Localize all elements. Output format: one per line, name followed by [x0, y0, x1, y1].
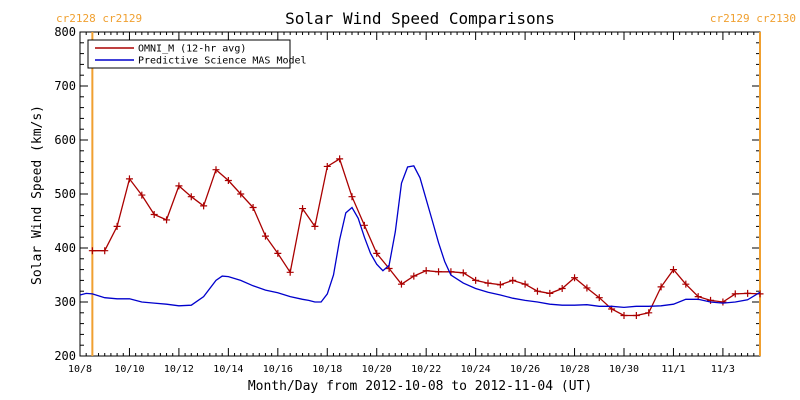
- y-axis-label: Solar Wind Speed (km/s): [30, 105, 45, 285]
- omni-data-point: [336, 155, 344, 163]
- legend-omni-label: OMNI_M (12-hr avg): [138, 44, 246, 55]
- legend: OMNI_M (12-hr avg)Predictive Science MAS…: [87, 39, 307, 69]
- omni-data-point: [249, 204, 257, 211]
- omni-data-point: [410, 272, 418, 280]
- omni-data-point: [385, 265, 393, 273]
- omni-data-point: [521, 280, 529, 288]
- y-tick-label: 200: [54, 349, 76, 363]
- omni-data-point: [323, 162, 331, 170]
- omni-data-point: [472, 276, 480, 284]
- omni-data-point: [744, 289, 752, 297]
- omni-data-point: [360, 221, 368, 229]
- omni-data-point: [397, 280, 405, 288]
- omni-data-point: [731, 290, 739, 298]
- x-tick-label: 10/16: [263, 364, 293, 375]
- x-tick-label: 10/18: [312, 364, 342, 375]
- x-tick-label: 11/1: [661, 364, 685, 375]
- x-tick-label: 10/14: [213, 364, 243, 375]
- y-tick-label: 600: [54, 133, 76, 147]
- omni-data-point: [682, 280, 690, 288]
- omni-data-point: [237, 190, 245, 198]
- omni-data-point: [113, 222, 121, 230]
- omni-data-point: [88, 247, 96, 255]
- y-tick-label: 500: [54, 187, 76, 201]
- omni-data-point: [299, 205, 307, 213]
- x-tick-label: 10/30: [609, 364, 639, 375]
- omni-data-point: [150, 211, 158, 219]
- omni-data-point: [125, 175, 133, 183]
- chart-title: Solar Wind Speed Comparisons: [285, 9, 555, 28]
- omni-data-point: [373, 249, 381, 257]
- plot-frame: [79, 31, 761, 357]
- omni-data-point: [719, 298, 727, 306]
- x-tick-label: 10/20: [362, 364, 392, 375]
- y-tick-label: 400: [54, 241, 76, 255]
- y-tick-label: 700: [54, 79, 76, 93]
- legend-box: [87, 39, 291, 69]
- omni-data-point: [200, 202, 208, 210]
- x-tick-label: 10/12: [164, 364, 194, 375]
- omni-data-point: [583, 284, 591, 292]
- omni-data-point: [138, 191, 146, 199]
- omni-data-point: [645, 309, 653, 317]
- omni-data-point: [546, 289, 554, 297]
- omni-data-point: [657, 283, 665, 291]
- mas-model-series-line: [79, 165, 761, 309]
- x-tick-label: 10/10: [114, 364, 144, 375]
- omni-data-point: [286, 268, 294, 276]
- omni-data-point: [509, 276, 517, 284]
- y-tick-label: 800: [54, 25, 76, 39]
- omni-data-point: [496, 281, 504, 289]
- omni-data-point: [187, 193, 195, 201]
- omni-data-point: [261, 232, 269, 240]
- omni-data-point: [707, 296, 715, 304]
- omni-data-point: [571, 274, 579, 282]
- y-tick-label: 300: [54, 295, 76, 309]
- carrington-marker-label: cr2128 cr2129: [56, 12, 142, 25]
- omni-data-point: [422, 267, 430, 275]
- omni-series-line: [92, 157, 761, 317]
- omni-data-point: [558, 285, 566, 292]
- omni-data-point: [163, 216, 171, 224]
- omni-data-point: [484, 279, 492, 287]
- omni-data-point: [632, 312, 640, 319]
- x-tick-label: 10/26: [510, 364, 540, 375]
- omni-data-point: [175, 182, 183, 190]
- x-tick-label: 10/8: [68, 364, 92, 375]
- x-tick-label: 10/24: [461, 364, 491, 375]
- x-axis-label: Month/Day from 2012-10-08 to 2012-11-04 …: [248, 379, 592, 394]
- axes: 200 300 400 500 600 700 800 10/8 10/10 10/12 10/14…: [54, 12, 796, 375]
- omni-data-point: [533, 287, 541, 295]
- omni-data-point: [212, 166, 220, 174]
- legend-mas-label: Predictive Science MAS Model: [138, 56, 307, 67]
- x-tick-label: 10/28: [559, 364, 589, 375]
- omni-data-point: [595, 294, 603, 302]
- x-tick-label: 11/3: [711, 364, 735, 375]
- omni-data-point: [274, 249, 282, 257]
- x-tick-label: 10/22: [411, 364, 441, 375]
- omni-data-point: [459, 269, 467, 277]
- omni-data-point: [311, 222, 319, 230]
- series-layer: [79, 155, 764, 319]
- omni-data-point: [620, 312, 628, 319]
- omni-data-point: [224, 177, 232, 184]
- omni-data-point: [435, 268, 443, 276]
- omni-data-point: [101, 247, 109, 255]
- omni-data-point: [348, 193, 356, 201]
- omni-data-point: [669, 266, 677, 274]
- carrington-marker-label: cr2129 cr2130: [710, 12, 796, 25]
